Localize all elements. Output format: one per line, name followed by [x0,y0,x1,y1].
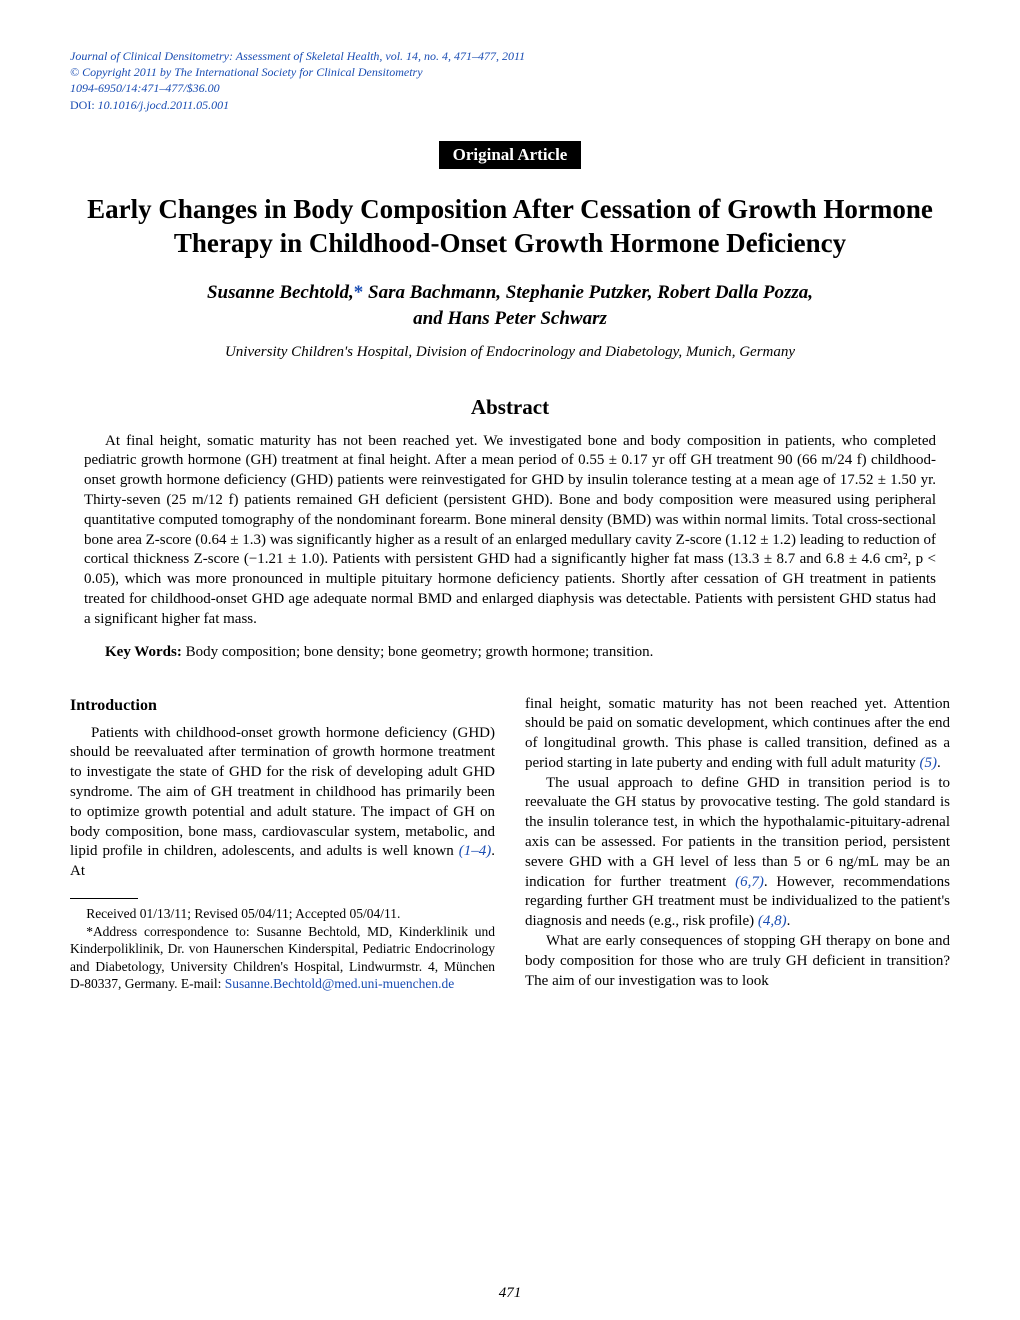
issn-line: 1094-6950/14:471–477/$36.00 [70,80,950,96]
right-p1-b: . [937,755,941,771]
keywords: Key Words: Body composition; bone densit… [84,644,936,661]
body-columns: Introduction Patients with childhood-ons… [70,695,950,993]
keywords-text: Body composition; bone density; bone geo… [182,644,654,660]
footnote-separator [70,898,138,899]
intro-paragraph-1-cont: final height, somatic maturity has not b… [525,695,950,774]
copyright-line: © Copyright 2011 by The International So… [70,64,950,80]
ref-link-5[interactable]: (5) [920,755,938,771]
intro-paragraph-3: What are early consequences of stopping … [525,932,950,991]
affiliation: University Children's Hospital, Division… [70,344,950,361]
corresponding-address: *Address correspondence to: Susanne Bech… [70,923,495,993]
right-p1-a: final height, somatic maturity has not b… [525,696,950,771]
intro-paragraph-2: The usual approach to define GHD in tran… [525,774,950,932]
authors-part1: Susanne Bechtold, [207,282,354,303]
author-list: Susanne Bechtold,* Sara Bachmann, Stepha… [70,280,950,331]
received-dates: Received 01/13/11; Revised 05/04/11; Acc… [70,905,495,923]
article-type-badge: Original Article [439,141,582,169]
right-column: final height, somatic maturity has not b… [525,695,950,993]
corr-email[interactable]: Susanne.Bechtold@med.uni-muenchen.de [225,976,455,991]
ref-link-1-4[interactable]: (1–4) [459,843,492,859]
doi-label: DOI: [70,98,98,112]
authors-part2: Sara Bachmann, Stephanie Putzker, Robert… [363,282,813,303]
article-title: Early Changes in Body Composition After … [80,193,940,261]
article-type-container: Original Article [70,141,950,169]
page-number: 471 [0,1285,1020,1302]
introduction-heading: Introduction [70,695,495,716]
left-column: Introduction Patients with childhood-ons… [70,695,495,993]
corresponding-asterisk: * [354,282,364,303]
abstract-heading: Abstract [70,395,950,420]
doi-line: DOI: 10.1016/j.jocd.2011.05.001 [70,97,950,113]
doi-value[interactable]: 10.1016/j.jocd.2011.05.001 [98,98,229,112]
journal-citation: Journal of Clinical Densitometry: Assess… [70,48,950,64]
ref-link-4-8[interactable]: (4,8) [758,913,787,929]
intro-paragraph-1: Patients with childhood-onset growth hor… [70,724,495,882]
keywords-label: Key Words: [105,644,182,660]
journal-header: Journal of Clinical Densitometry: Assess… [70,48,950,113]
intro-p1-text-a: Patients with childhood-onset growth hor… [70,725,495,860]
right-p2-c: . [787,913,791,929]
ref-link-6-7[interactable]: (6,7) [735,874,764,890]
abstract-text: At final height, somatic maturity has no… [84,432,936,630]
authors-part3: and Hans Peter Schwarz [413,308,607,329]
right-p2-a: The usual approach to define GHD in tran… [525,775,950,890]
footnotes: Received 01/13/11; Revised 05/04/11; Acc… [70,905,495,993]
